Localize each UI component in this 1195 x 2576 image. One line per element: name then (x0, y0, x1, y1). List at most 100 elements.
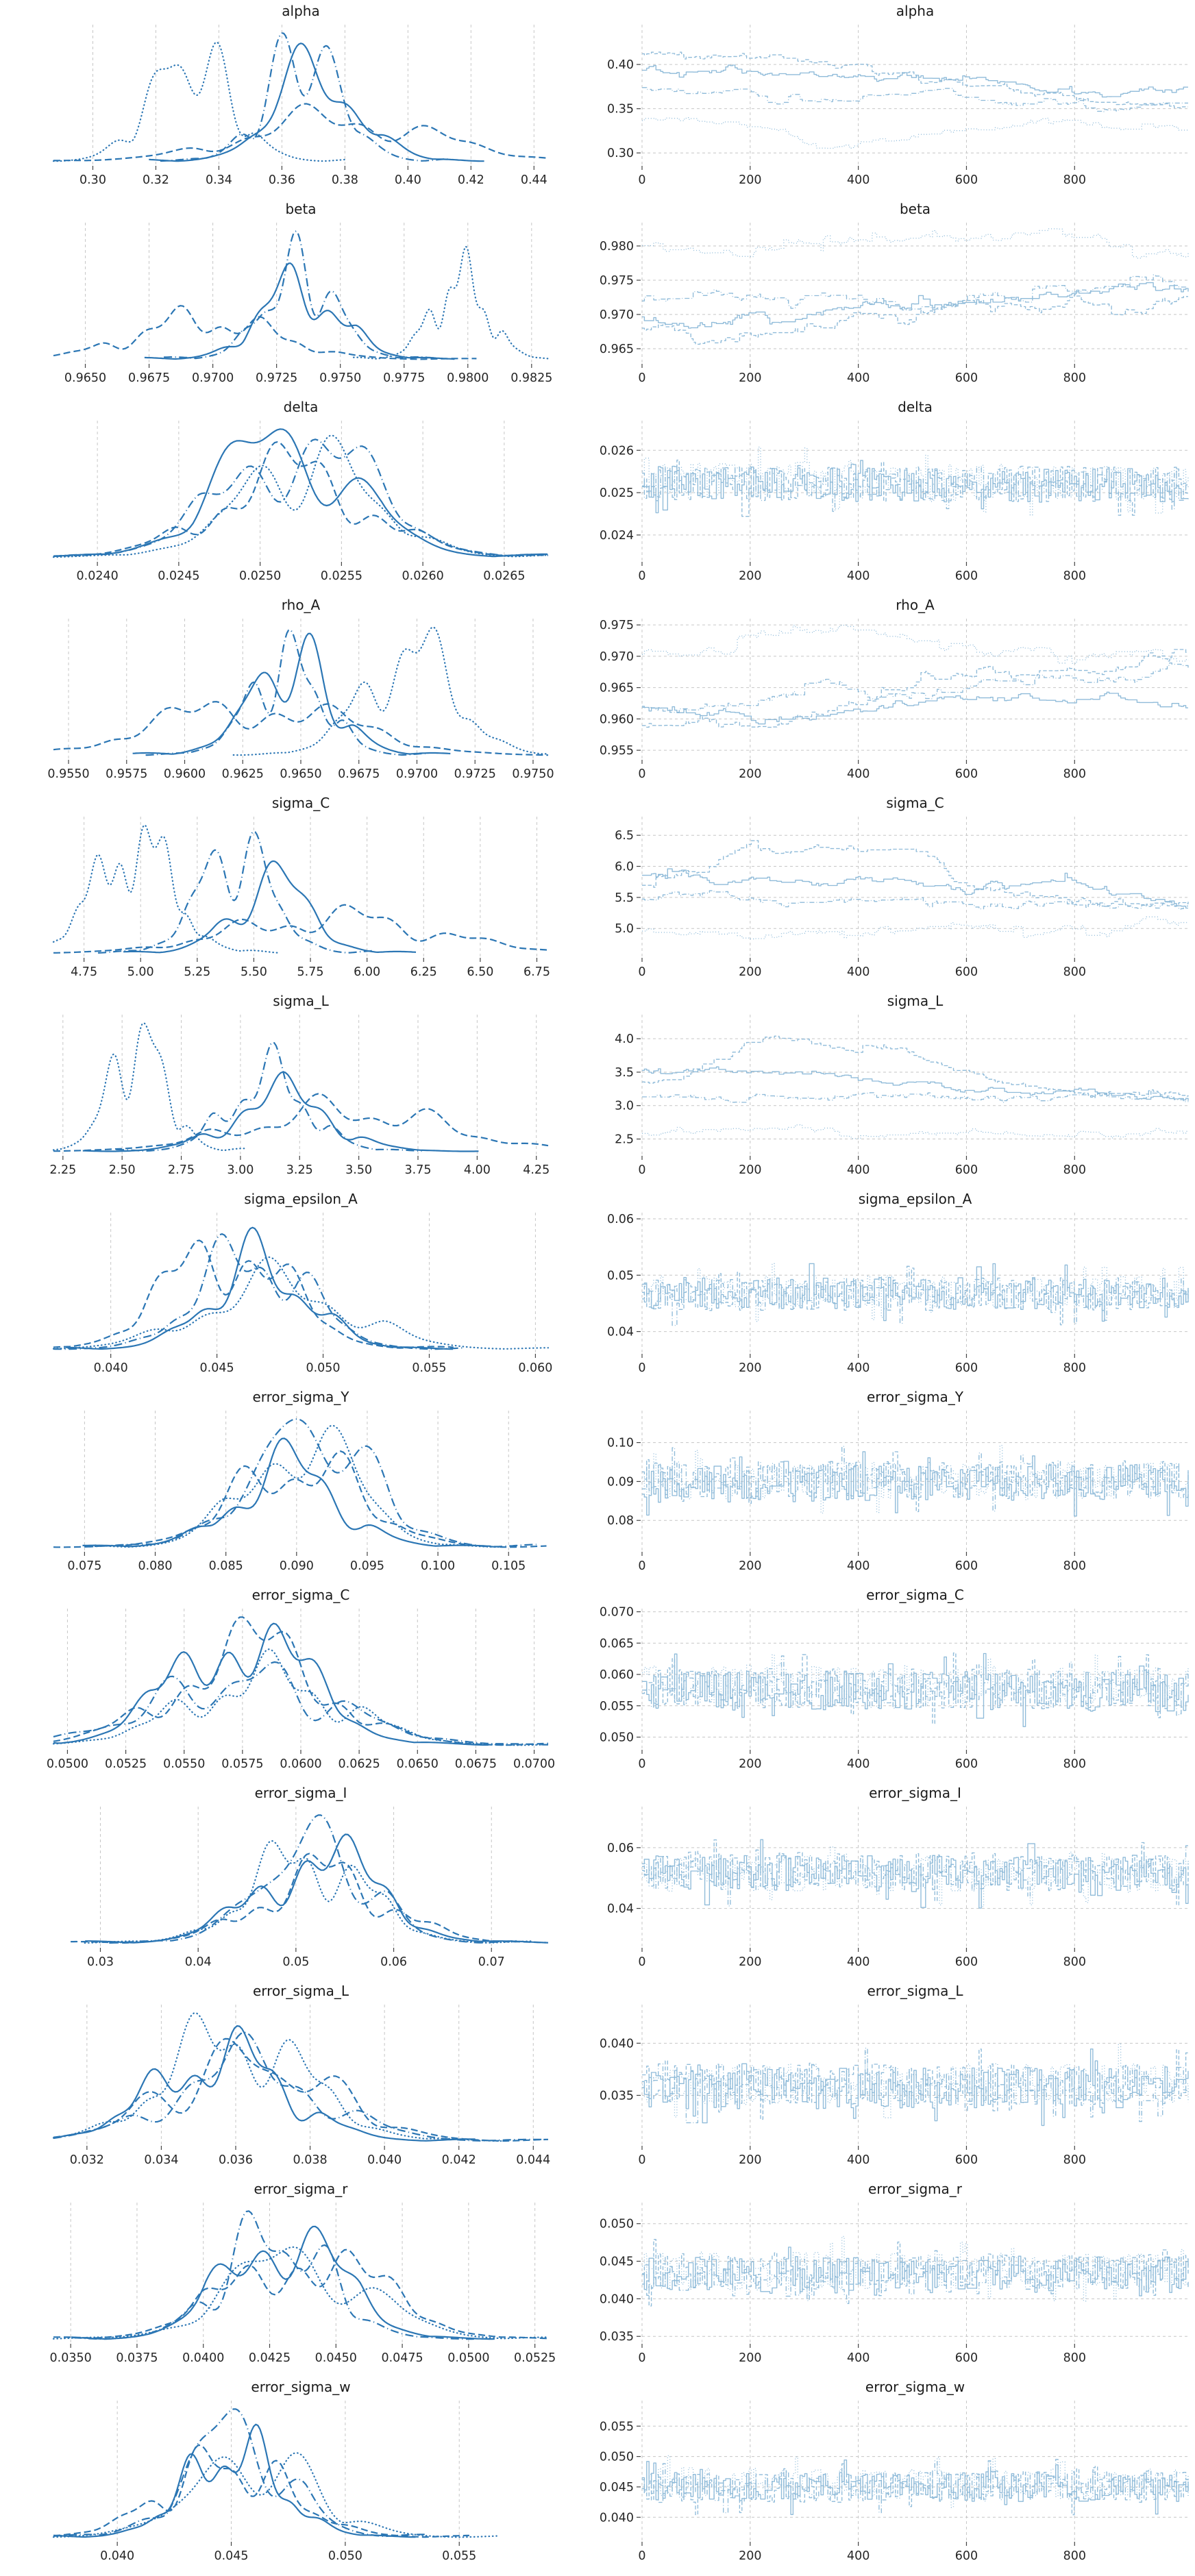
param-row-error_sigma_w: error_sigma_w 0.040 0.045 0.050 0.055 error_s… (0, 2376, 1195, 2574)
y-tick-label: 0.035 (600, 2089, 634, 2103)
x-tick-label: 0.9750 (512, 767, 554, 781)
trace-line-chain-3-dotted (642, 1263, 1189, 1322)
subplot-rho_A-density: rho_A 0.9550 0.9575 0.9600 0.9625 0.9650 0.967… (0, 594, 598, 792)
trace-plot-error_sigma_C: error_sigma_C 0 200 400 600 800 0.050 0.055 0.06… (600, 1587, 1189, 1771)
density-line-chain-1-solid (71, 2225, 495, 2340)
x-tick-label: 0.034 (144, 2153, 178, 2167)
y-tick-label: 0.035 (600, 2330, 634, 2344)
trace-line-chain-2-dashed (642, 51, 1188, 108)
trace-plot-rho_A: rho_A 0 200 400 600 800 0.955 0.960 0.965 0.970 0.… (600, 597, 1189, 781)
x-tick-label: 800 (1063, 1559, 1086, 1573)
y-tick-label: 0.04 (607, 1326, 634, 1339)
param-row-error_sigma_I: error_sigma_I 0.03 0.04 0.05 0.06 0.07 error_s… (0, 1782, 1195, 1980)
x-tick-label: 0.9650 (64, 371, 106, 385)
trace-line-chain-2-dashed (642, 649, 1189, 728)
trace-line-chain-3-dotted (642, 1124, 1189, 1139)
param-row-error_sigma_r: error_sigma_r 0.0350 0.0375 0.0400 0.0425 0.0… (0, 2178, 1195, 2376)
density-line-chain-2-dashed (53, 1093, 549, 1152)
subplot-error_sigma_Y-trace: error_sigma_Y 0 200 400 600 800 0.08 0.09 0.10 (598, 1386, 1195, 1584)
trace-line-chain-1-solid (642, 1652, 1189, 1727)
x-tick-label: 0.9825 (510, 371, 552, 385)
trace-line-chain-1-solid (642, 282, 1189, 329)
plot-title: alpha (896, 3, 934, 19)
subplot-sigma_epsilon_A-trace: sigma_epsilon_A 0 200 400 600 800 0.04 0.05 0.06 (598, 1188, 1195, 1386)
plot-title: error_sigma_L (867, 1983, 964, 1999)
x-tick-label: 400 (847, 1757, 870, 1771)
y-tick-label: 0.975 (600, 274, 634, 288)
trace-line-chain-1-solid (642, 1066, 1189, 1101)
x-tick-label: 0.0650 (397, 1757, 439, 1771)
y-tick-label: 0.04 (607, 1903, 634, 1916)
x-tick-label: 200 (739, 1955, 761, 1969)
x-tick-label: 0.050 (306, 1361, 340, 1375)
density-line-chain-3-dotted (52, 824, 281, 954)
x-tick-label: 0 (638, 173, 645, 187)
x-tick-label: 0.044 (516, 2153, 550, 2167)
x-tick-label: 0.34 (206, 173, 232, 187)
density-line-chain-3-dotted (52, 2012, 505, 2142)
x-tick-label: 200 (739, 1361, 761, 1375)
x-tick-label: 2.50 (109, 1163, 136, 1177)
y-tick-label: 0.040 (600, 2511, 634, 2525)
subplot-error_sigma_I-trace: error_sigma_I 0 200 400 600 800 0.04 0.06 (598, 1782, 1195, 1980)
trace-line-chain-3-dotted (642, 2043, 1189, 2120)
density-line-chain-1-solid (53, 2423, 416, 2538)
y-tick-label: 3.0 (615, 1100, 634, 1113)
x-tick-label: 0.0600 (280, 1757, 321, 1771)
subplot-delta-trace: delta 0 200 400 600 800 0.024 0.025 0.026 (598, 396, 1195, 594)
x-tick-label: 800 (1063, 1955, 1086, 1969)
trace-plot-sigma_C: sigma_C 0 200 400 600 800 5.0 5.5 6.0 6.5 (615, 795, 1189, 979)
trace-line-chain-2-dashed (642, 1652, 1188, 1724)
x-tick-label: 200 (739, 2351, 761, 2365)
x-tick-label: 400 (847, 2549, 870, 2563)
trace-line-chain-4-dash-dot (642, 274, 1188, 311)
plot-title: rho_A (896, 597, 935, 613)
density-plot-alpha: alpha 0.30 0.32 0.34 0.36 0.38 0.40 0.42 0.44 (52, 3, 549, 187)
x-tick-label: 400 (847, 371, 870, 385)
x-tick-label: 0.080 (138, 1559, 172, 1573)
x-tick-label: 0 (638, 1757, 645, 1771)
y-tick-label: 0.05 (607, 1269, 634, 1283)
density-line-chain-3-dotted (84, 1840, 532, 1944)
subplot-error_sigma_C-trace: error_sigma_C 0 200 400 600 800 0.050 0.055 0.06… (598, 1584, 1195, 1782)
x-tick-label: 400 (847, 767, 870, 781)
x-tick-label: 0.0575 (221, 1757, 263, 1771)
plot-title: sigma_C (272, 795, 330, 811)
y-tick-label: 5.0 (615, 922, 634, 936)
trace-line-chain-1-solid (642, 2460, 1189, 2515)
x-tick-label: 0.9725 (256, 371, 297, 385)
density-line-chain-1-solid (53, 2025, 476, 2142)
y-tick-label: 6.0 (615, 860, 634, 874)
x-tick-label: 0 (638, 1163, 645, 1177)
trace-line-chain-4-dash-dot (642, 1446, 1189, 1512)
x-tick-label: 0.042 (442, 2153, 476, 2167)
x-tick-label: 800 (1063, 767, 1086, 781)
y-tick-label: 0.050 (600, 2451, 634, 2464)
x-tick-label: 0 (638, 965, 645, 979)
density-line-chain-1-solid (123, 860, 417, 954)
x-tick-label: 800 (1063, 1163, 1086, 1177)
x-tick-label: 0.085 (209, 1559, 243, 1573)
x-tick-label: 400 (847, 569, 870, 583)
density-plot-error_sigma_I: error_sigma_I 0.03 0.04 0.05 0.06 0.07 (71, 1785, 549, 1969)
trace-line-chain-2-dashed (642, 2463, 1188, 2516)
x-tick-label: 800 (1063, 569, 1086, 583)
x-tick-label: 200 (739, 1757, 761, 1771)
x-tick-label: 0.32 (143, 173, 169, 187)
trace-line-chain-1-solid (642, 1839, 1189, 1909)
density-line-chain-3-dotted (232, 626, 550, 756)
param-row-sigma_epsilon_A: sigma_epsilon_A 0.040 0.045 0.050 0.055 0.060… (0, 1188, 1195, 1386)
x-tick-label: 0.9700 (396, 767, 438, 781)
trace-plot-beta: beta 0 200 400 600 800 0.965 0.970 0.975 0.980 (600, 201, 1189, 385)
x-tick-label: 0.9600 (164, 767, 206, 781)
density-plot-sigma_epsilon_A: sigma_epsilon_A 0.040 0.045 0.050 0.055 0.060 (52, 1191, 552, 1375)
density-line-chain-4-dash-dot (98, 830, 373, 954)
x-tick-label: 600 (955, 1559, 978, 1573)
x-tick-label: 0.0500 (447, 2351, 489, 2365)
trace-line-chain-2-dashed (642, 294, 1188, 345)
plot-title: error_sigma_C (252, 1587, 350, 1603)
trace-line-chain-3-dotted (642, 228, 1189, 259)
density-line-chain-1-solid (53, 1622, 489, 1746)
density-line-chain-1-solid (149, 42, 484, 162)
